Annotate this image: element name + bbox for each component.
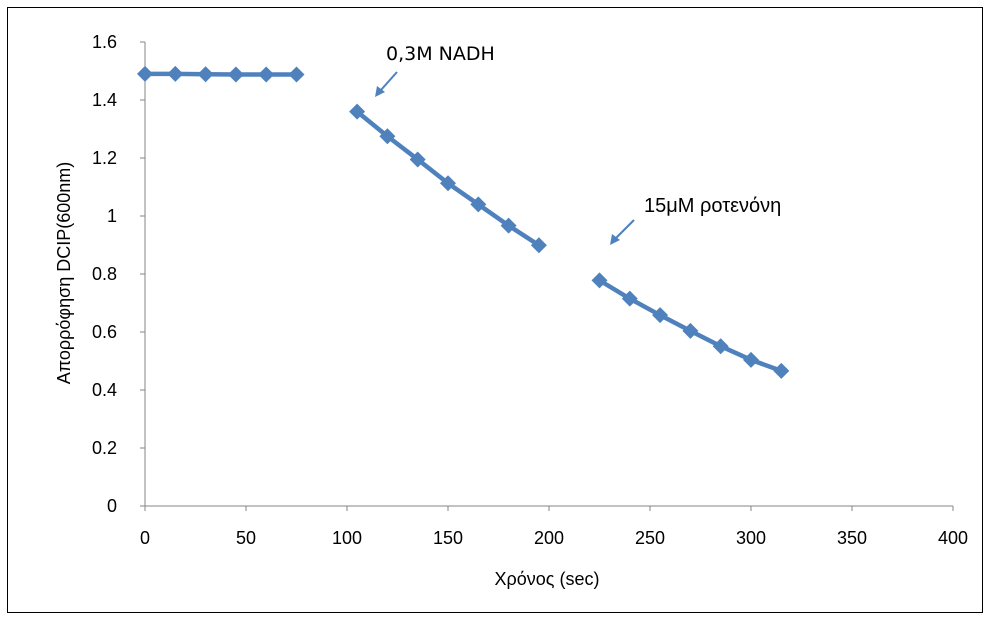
y-axis-title: Απορρόφηση DCIP(600nm) (54, 162, 74, 385)
annotation-nadh-arrowhead (375, 86, 385, 97)
x-tick-label: 150 (433, 528, 463, 548)
y-tick-label: 1 (107, 206, 117, 226)
data-point (349, 103, 366, 120)
x-tick-label: 200 (534, 528, 564, 548)
annotation-rotenone-arrow (615, 219, 635, 239)
y-tick-label: 1.6 (92, 32, 117, 52)
data-point (743, 351, 759, 368)
data-point (712, 338, 729, 355)
x-tick-label: 50 (236, 528, 256, 548)
data-point (530, 237, 547, 254)
y-tick-label: 0.6 (92, 322, 117, 342)
series-points (137, 65, 790, 379)
data-point (258, 66, 275, 83)
data-point (470, 196, 487, 213)
data-point (288, 66, 305, 83)
x-tick-label: 250 (635, 528, 665, 548)
x-axis-title: Χρόνος (sec) (495, 569, 600, 589)
x-tick-label: 0 (140, 528, 150, 548)
y-tick-label: 1.4 (92, 90, 117, 110)
annotation-nadh-label: 0,3M NADH (386, 43, 495, 65)
data-point (652, 307, 669, 324)
data-point (682, 322, 699, 339)
y-tick-label: 0.2 (92, 438, 117, 458)
data-point (409, 151, 426, 168)
annotation-rotenone-label: 15μM ροτενόνη (644, 195, 781, 217)
data-point (379, 128, 396, 145)
x-tick-label: 350 (837, 528, 867, 548)
y-tick-label: 1.2 (92, 148, 117, 168)
data-point (621, 290, 638, 307)
chart-frame (7, 7, 983, 613)
y-tick-label: 0 (107, 496, 117, 516)
y-tick-label: 0.8 (92, 264, 117, 284)
y-tick-label: 0.4 (92, 380, 117, 400)
data-point (591, 272, 608, 289)
data-point (137, 65, 153, 82)
data-point (440, 175, 456, 192)
x-tick-label: 100 (332, 528, 362, 548)
x-axis-ticks: 0 50 100 150 200 250 300 350 400 (140, 506, 968, 548)
x-tick-label: 400 (938, 528, 968, 548)
annotations: 0,3M NADH 15μM ροτενόνη (375, 43, 781, 245)
data-point (773, 362, 790, 379)
data-point (167, 65, 184, 82)
data-point (500, 217, 517, 234)
y-axis-ticks: 0 0.2 0.4 0.6 0.8 1 1.2 1.4 1.6 (92, 32, 145, 516)
data-point (227, 66, 244, 83)
x-tick-label: 300 (736, 528, 766, 548)
series-lines (145, 71, 783, 373)
annotation-nadh-arrow (380, 71, 398, 91)
annotation-rotenone-arrowhead (610, 234, 620, 245)
data-point (197, 66, 214, 83)
